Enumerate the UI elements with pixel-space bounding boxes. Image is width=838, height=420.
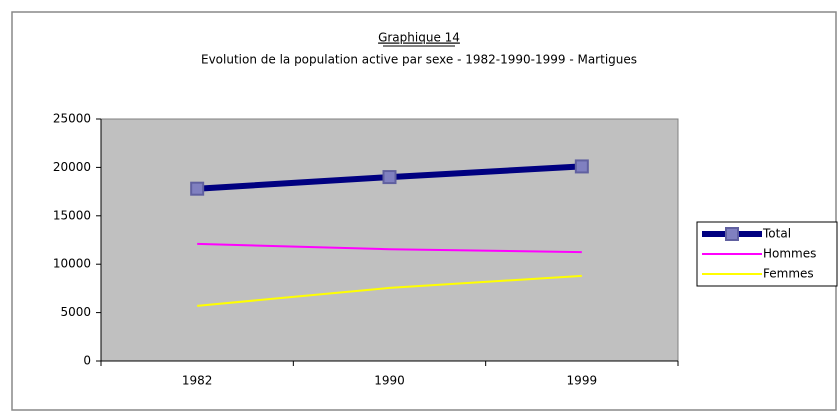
x-tick-label: 1999 [567,374,598,388]
y-tick-label: 15000 [53,208,91,222]
marker [382,170,397,185]
chart-title: Graphique 14 [378,31,460,45]
series-line [197,274,582,307]
legend-marker [725,227,739,241]
legend-label: Femmes [763,267,814,281]
marker [574,159,589,174]
y-tick-label: 10000 [53,257,91,271]
legend-label: Total [762,227,791,241]
x-tick-label: 1982 [182,374,213,388]
y-tick-label: 20000 [53,160,91,174]
series-line [197,242,582,254]
x-tick-label: 1990 [374,374,405,388]
y-tick-label: 0 [83,354,91,368]
y-tick-label: 25000 [53,112,91,126]
chart-subtitle: Evolution de la population active par se… [201,53,637,67]
legend-label: Hommes [763,247,816,261]
y-tick-label: 5000 [60,305,91,319]
marker [190,181,205,196]
plot-area [100,118,679,362]
